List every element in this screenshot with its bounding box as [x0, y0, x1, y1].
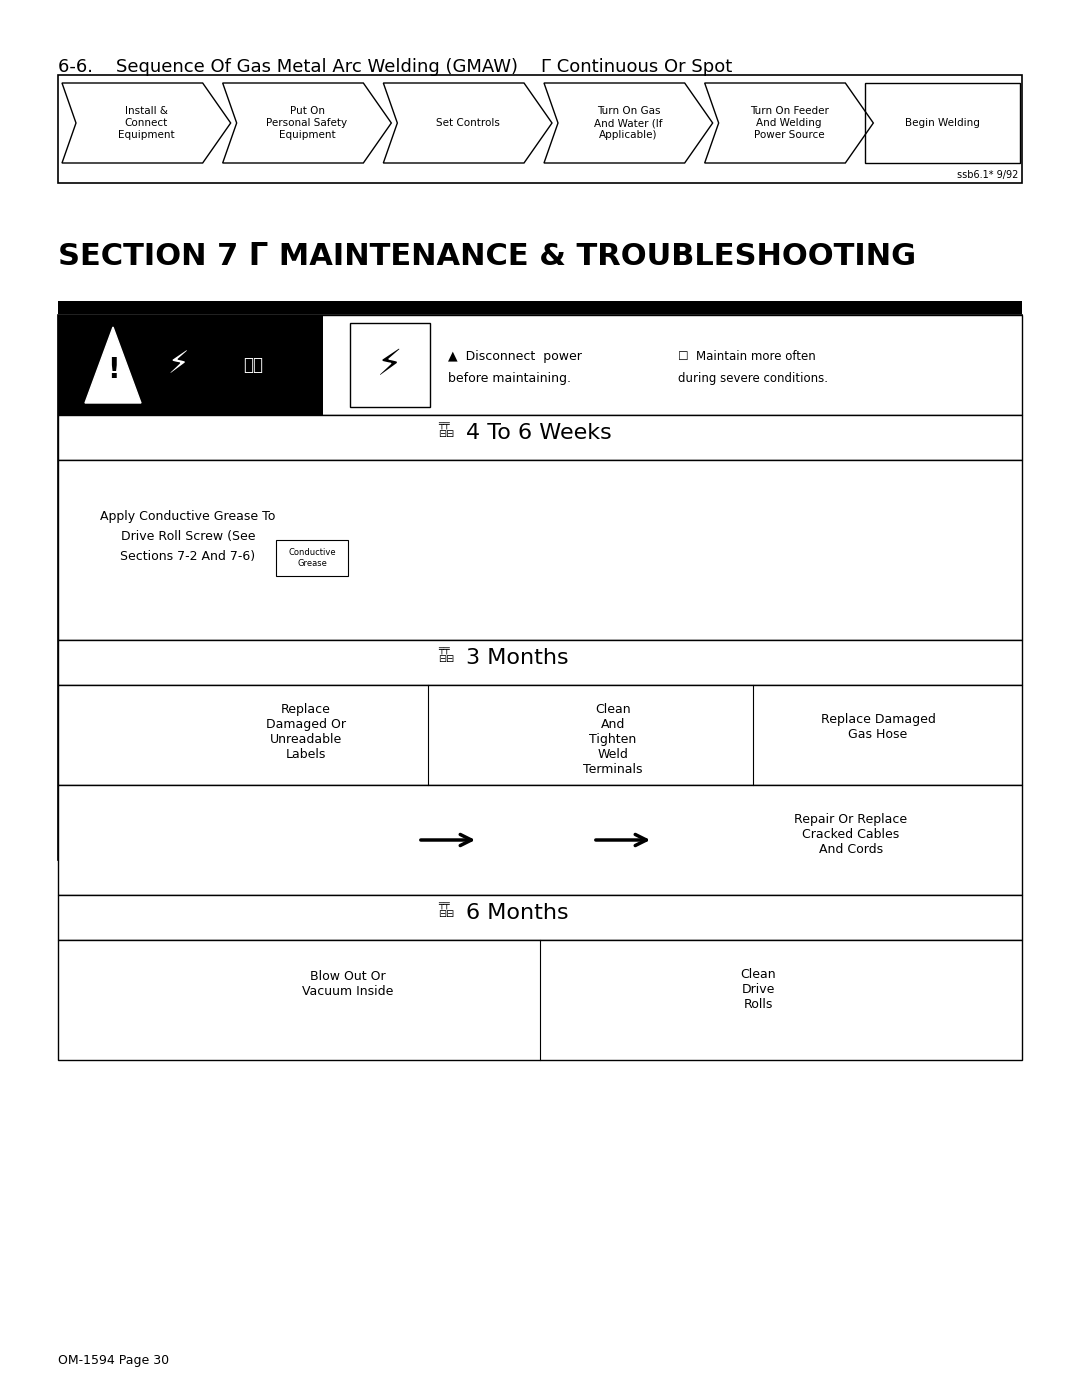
FancyBboxPatch shape: [58, 460, 1022, 640]
Text: ⊟⊟: ⊟⊟: [438, 654, 455, 664]
Text: Set Controls: Set Controls: [435, 117, 500, 129]
Text: Clean
Drive
Rolls: Clean Drive Rolls: [740, 968, 775, 1011]
Text: Begin Welding: Begin Welding: [905, 117, 981, 129]
Text: SECTION 7 Γ MAINTENANCE & TROUBLESHOOTING: SECTION 7 Γ MAINTENANCE & TROUBLESHOOTIN…: [58, 242, 916, 271]
Text: Sections 7-2 And 7-6): Sections 7-2 And 7-6): [121, 550, 256, 563]
Text: Conductive
Grease: Conductive Grease: [288, 548, 336, 567]
Text: Turn On Feeder
And Welding
Power Source: Turn On Feeder And Welding Power Source: [750, 106, 828, 140]
Text: ssb6.1* 9/92: ssb6.1* 9/92: [957, 170, 1018, 180]
FancyBboxPatch shape: [58, 785, 1022, 895]
Text: Turn On Gas
And Water (If
Applicable): Turn On Gas And Water (If Applicable): [594, 106, 663, 140]
Text: Replace
Damaged Or
Unreadable
Labels: Replace Damaged Or Unreadable Labels: [266, 703, 346, 761]
FancyBboxPatch shape: [58, 300, 1022, 314]
FancyBboxPatch shape: [350, 323, 430, 407]
FancyBboxPatch shape: [58, 685, 1022, 785]
Text: OM-1594 Page 30: OM-1594 Page 30: [58, 1354, 170, 1368]
Text: 6 Months: 6 Months: [465, 902, 569, 923]
FancyBboxPatch shape: [58, 75, 1022, 183]
Polygon shape: [85, 327, 141, 402]
FancyBboxPatch shape: [58, 314, 1022, 415]
Text: ╤╤: ╤╤: [438, 645, 449, 655]
Text: 〜〜: 〜〜: [243, 356, 264, 374]
Text: Replace Damaged
Gas Hose: Replace Damaged Gas Hose: [821, 712, 935, 740]
Text: 6-6.    Sequence Of Gas Metal Arc Welding (GMAW)    Γ Continuous Or Spot: 6-6. Sequence Of Gas Metal Arc Welding (…: [58, 59, 732, 75]
FancyBboxPatch shape: [58, 314, 323, 415]
Text: Apply Conductive Grease To: Apply Conductive Grease To: [100, 510, 275, 522]
Text: Clean
And
Tighten
Weld
Terminals: Clean And Tighten Weld Terminals: [583, 703, 643, 775]
Text: Put On
Personal Safety
Equipment: Put On Personal Safety Equipment: [267, 106, 348, 140]
Text: ☐  Maintain more often: ☐ Maintain more often: [678, 351, 815, 363]
Text: ╤╤: ╤╤: [438, 420, 449, 430]
Text: Drive Roll Screw (See: Drive Roll Screw (See: [121, 529, 255, 543]
Text: before maintaining.: before maintaining.: [448, 372, 571, 386]
FancyBboxPatch shape: [58, 640, 1022, 685]
FancyBboxPatch shape: [58, 314, 1022, 861]
Text: 4 To 6 Weeks: 4 To 6 Weeks: [465, 423, 611, 443]
Text: ▲  Disconnect  power: ▲ Disconnect power: [448, 351, 582, 363]
Text: 3 Months: 3 Months: [465, 648, 569, 668]
FancyBboxPatch shape: [58, 895, 1022, 940]
Text: ⊟⊟: ⊟⊟: [438, 909, 455, 919]
Text: ⊟⊟: ⊟⊟: [438, 429, 455, 439]
Text: Blow Out Or
Vacuum Inside: Blow Out Or Vacuum Inside: [302, 970, 394, 997]
Text: Repair Or Replace
Cracked Cables
And Cords: Repair Or Replace Cracked Cables And Cor…: [795, 813, 907, 856]
FancyBboxPatch shape: [58, 940, 1022, 1060]
Text: ⚡: ⚡: [167, 351, 189, 380]
Text: during severe conditions.: during severe conditions.: [678, 372, 828, 386]
Text: ⚡: ⚡: [377, 348, 403, 381]
FancyBboxPatch shape: [58, 415, 1022, 460]
Text: ╤╤: ╤╤: [438, 900, 449, 909]
Text: !: !: [107, 356, 119, 384]
FancyBboxPatch shape: [276, 541, 348, 576]
Text: Install &
Connect
Equipment: Install & Connect Equipment: [118, 106, 175, 140]
